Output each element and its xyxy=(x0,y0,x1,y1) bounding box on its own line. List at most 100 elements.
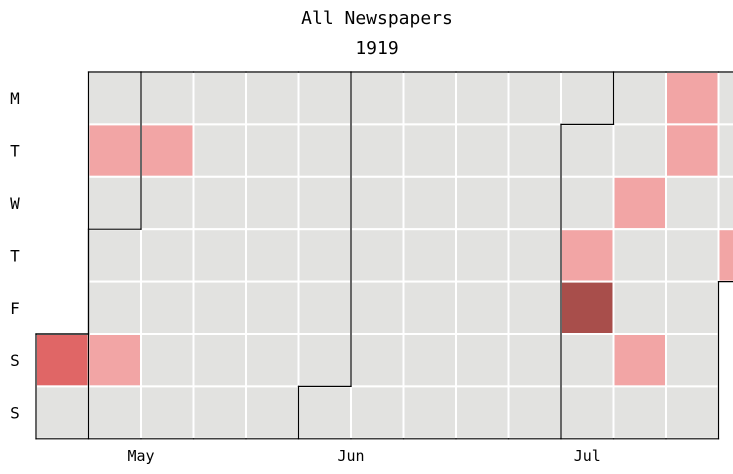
day-cell xyxy=(87,385,142,440)
day-cell xyxy=(350,333,405,388)
day-cell xyxy=(455,333,510,388)
weekday-label: M xyxy=(10,89,20,108)
day-cell xyxy=(507,123,562,178)
weekday-label: T xyxy=(10,246,20,265)
day-cell xyxy=(245,228,300,283)
day-cell xyxy=(665,333,720,388)
day-cell xyxy=(560,123,615,178)
day-cell xyxy=(612,175,667,231)
day-cell xyxy=(297,280,352,336)
day-cell xyxy=(402,333,457,388)
day-cell xyxy=(140,333,195,388)
day-cell xyxy=(560,280,615,336)
day-cell xyxy=(140,175,195,231)
day-cell xyxy=(665,280,720,336)
weekday-label: S xyxy=(10,404,20,423)
day-cell xyxy=(665,123,720,178)
day-cell xyxy=(507,333,562,388)
day-cell xyxy=(717,71,733,126)
day-cell xyxy=(192,71,247,126)
day-cell xyxy=(560,175,615,231)
day-cell xyxy=(87,123,142,178)
day-cell xyxy=(402,385,457,440)
day-cell xyxy=(297,123,352,178)
weekday-labels: M T W T F S S xyxy=(10,89,20,422)
day-cell xyxy=(297,175,352,231)
month-labels: May Jun Jul xyxy=(127,447,600,465)
day-cell xyxy=(297,385,352,440)
day-cell xyxy=(87,280,142,336)
day-cell xyxy=(140,71,195,126)
day-cell xyxy=(612,385,667,440)
day-cell xyxy=(507,228,562,283)
day-cell xyxy=(665,228,720,283)
day-cell xyxy=(717,123,733,178)
day-cell xyxy=(455,123,510,178)
day-cell xyxy=(35,333,90,388)
day-cell xyxy=(350,175,405,231)
day-cell xyxy=(665,175,720,231)
day-cell xyxy=(560,71,615,126)
day-cell xyxy=(402,280,457,336)
month-label: Jun xyxy=(337,447,364,465)
day-cell xyxy=(140,280,195,336)
day-cell xyxy=(402,175,457,231)
day-cell xyxy=(297,333,352,388)
day-cell xyxy=(192,228,247,283)
day-cell xyxy=(192,280,247,336)
day-cell xyxy=(612,123,667,178)
day-cell xyxy=(350,71,405,126)
day-cell xyxy=(192,123,247,178)
day-cell xyxy=(402,123,457,178)
day-cell xyxy=(35,385,90,440)
day-cell xyxy=(507,71,562,126)
day-cell xyxy=(350,280,405,336)
day-cell xyxy=(192,175,247,231)
chart-subtitle: 1919 xyxy=(355,38,398,59)
day-cell xyxy=(455,280,510,336)
chart-title: All Newspapers xyxy=(301,8,453,29)
weekday-label: T xyxy=(10,142,20,161)
day-cell xyxy=(455,175,510,231)
day-cell xyxy=(245,280,300,336)
day-cell xyxy=(560,333,615,388)
day-cell xyxy=(717,228,733,283)
day-cell xyxy=(560,385,615,440)
day-cell xyxy=(192,333,247,388)
day-cell xyxy=(140,228,195,283)
day-cell xyxy=(87,175,142,231)
day-cell xyxy=(507,385,562,440)
day-cell xyxy=(350,123,405,178)
day-cell xyxy=(665,71,720,126)
day-cell xyxy=(402,71,457,126)
day-cell xyxy=(245,175,300,231)
month-borders xyxy=(35,71,733,440)
day-cell xyxy=(612,71,667,126)
day-cell xyxy=(612,333,667,388)
weekday-label: W xyxy=(10,194,20,213)
day-cell xyxy=(87,228,142,283)
day-cell xyxy=(245,71,300,126)
day-cell xyxy=(717,175,733,231)
day-cell xyxy=(87,71,142,126)
month-label: Jul xyxy=(574,447,601,465)
day-cell xyxy=(612,280,667,336)
day-cell xyxy=(612,228,667,283)
day-cell xyxy=(560,228,615,283)
day-cell xyxy=(192,385,247,440)
day-cell xyxy=(455,385,510,440)
day-cell xyxy=(140,385,195,440)
day-cell xyxy=(507,280,562,336)
day-cell xyxy=(297,228,352,283)
day-cell xyxy=(350,385,405,440)
day-cell xyxy=(402,228,457,283)
day-cell xyxy=(507,175,562,231)
weekday-label: F xyxy=(10,299,20,318)
day-cell xyxy=(140,123,195,178)
day-cell xyxy=(665,385,720,440)
day-cell xyxy=(297,71,352,126)
day-cell xyxy=(455,71,510,126)
day-cell xyxy=(245,385,300,440)
weekday-label: S xyxy=(10,351,20,370)
